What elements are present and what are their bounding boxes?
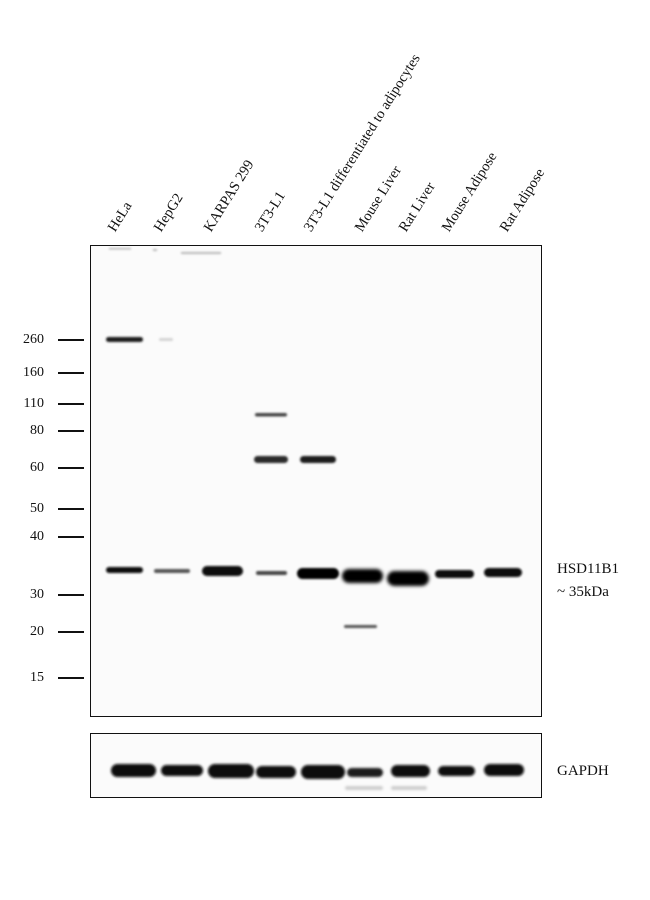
target-name-label: HSD11B1 bbox=[557, 561, 619, 577]
lane-label-3t3l1: 3T3-L1 bbox=[251, 188, 289, 235]
mw-marker-label: 80 bbox=[30, 423, 44, 438]
lane-label-rat-adipose: Rat Adipose bbox=[496, 165, 549, 235]
mw-marker-label: 40 bbox=[30, 529, 44, 544]
mw-marker-160: 160 bbox=[10, 365, 84, 381]
band-hela-260 bbox=[106, 337, 143, 342]
loading-control-label: GAPDH bbox=[557, 763, 609, 779]
mw-marker-tick bbox=[58, 430, 84, 432]
band-rat-liver-35 bbox=[387, 571, 429, 586]
mw-marker-60: 60 bbox=[10, 460, 84, 476]
lane-label-rat-liver: Rat Liver bbox=[395, 179, 439, 235]
mw-marker-label: 15 bbox=[30, 670, 44, 685]
band-3t3l1-35 bbox=[256, 571, 287, 575]
mw-marker-label: 160 bbox=[23, 365, 44, 380]
gapdh-band-3t3l1-adipocytes bbox=[301, 765, 345, 779]
mw-marker-label: 260 bbox=[23, 332, 44, 347]
band-hepg2-35 bbox=[154, 569, 190, 573]
band-mouse-liver-21 bbox=[344, 625, 377, 628]
lane-label-hepg2: HepG2 bbox=[150, 190, 187, 235]
mw-marker-label: 50 bbox=[30, 501, 44, 516]
mw-marker-tick bbox=[58, 372, 84, 374]
mw-marker-tick bbox=[58, 536, 84, 538]
band-karpas299-35 bbox=[202, 566, 243, 576]
band-3t3l1-100 bbox=[255, 413, 287, 417]
loading-control-image bbox=[111, 764, 524, 790]
band-rat-adipose-35 bbox=[484, 568, 522, 577]
gapdh-band-rat-liver bbox=[391, 765, 430, 777]
band-3t3l1-65 bbox=[254, 456, 288, 463]
gapdh-band-karpas299 bbox=[208, 764, 254, 778]
mw-marker-tick bbox=[58, 631, 84, 633]
gapdh-band-mouse-adipose bbox=[438, 766, 475, 776]
mw-marker-80: 80 bbox=[10, 423, 84, 439]
mw-marker-label: 30 bbox=[30, 587, 44, 602]
band-mouse-liver-35 bbox=[342, 569, 383, 583]
mw-marker-40: 40 bbox=[10, 529, 84, 545]
mw-marker-110: 110 bbox=[10, 396, 84, 412]
gapdh-band-hela bbox=[111, 764, 156, 777]
mw-marker-30: 30 bbox=[10, 587, 84, 603]
lane-label-hela: HeLa bbox=[104, 198, 136, 235]
main-blot-image bbox=[106, 248, 522, 628]
mw-marker-260: 260 bbox=[10, 332, 84, 348]
loading-control-panel bbox=[90, 733, 542, 798]
band-3t3l1-adipocytes-65 bbox=[300, 456, 336, 463]
main-blot-panel bbox=[90, 245, 542, 717]
band-mouse-adipose-35 bbox=[435, 570, 474, 578]
mw-marker-tick bbox=[58, 403, 84, 405]
mw-marker-label: 60 bbox=[30, 460, 44, 475]
target-size-label: ~ 35kDa bbox=[557, 584, 609, 600]
band-hela-35 bbox=[106, 567, 143, 573]
mw-marker-tick bbox=[58, 467, 84, 469]
mw-marker-label: 20 bbox=[30, 624, 44, 639]
band-3t3l1-adipocytes-35 bbox=[297, 568, 339, 579]
gapdh-band-3t3l1 bbox=[256, 766, 296, 778]
mw-marker-20: 20 bbox=[10, 624, 84, 640]
mw-marker-tick bbox=[58, 339, 84, 341]
mw-marker-tick bbox=[58, 508, 84, 510]
lane-label-mouse-adipose: Mouse Adipose bbox=[438, 149, 501, 235]
gapdh-band-mouse-liver bbox=[347, 768, 383, 777]
mw-marker-50: 50 bbox=[10, 501, 84, 517]
gapdh-band-hepg2 bbox=[161, 765, 203, 776]
gapdh-band-rat-adipose bbox=[484, 764, 524, 776]
mw-marker-15: 15 bbox=[10, 670, 84, 686]
mw-marker-tick bbox=[58, 594, 84, 596]
lane-label-karpas299: KARPAS 299 bbox=[200, 157, 258, 235]
mw-marker-tick bbox=[58, 677, 84, 679]
mw-marker-label: 110 bbox=[23, 396, 44, 411]
